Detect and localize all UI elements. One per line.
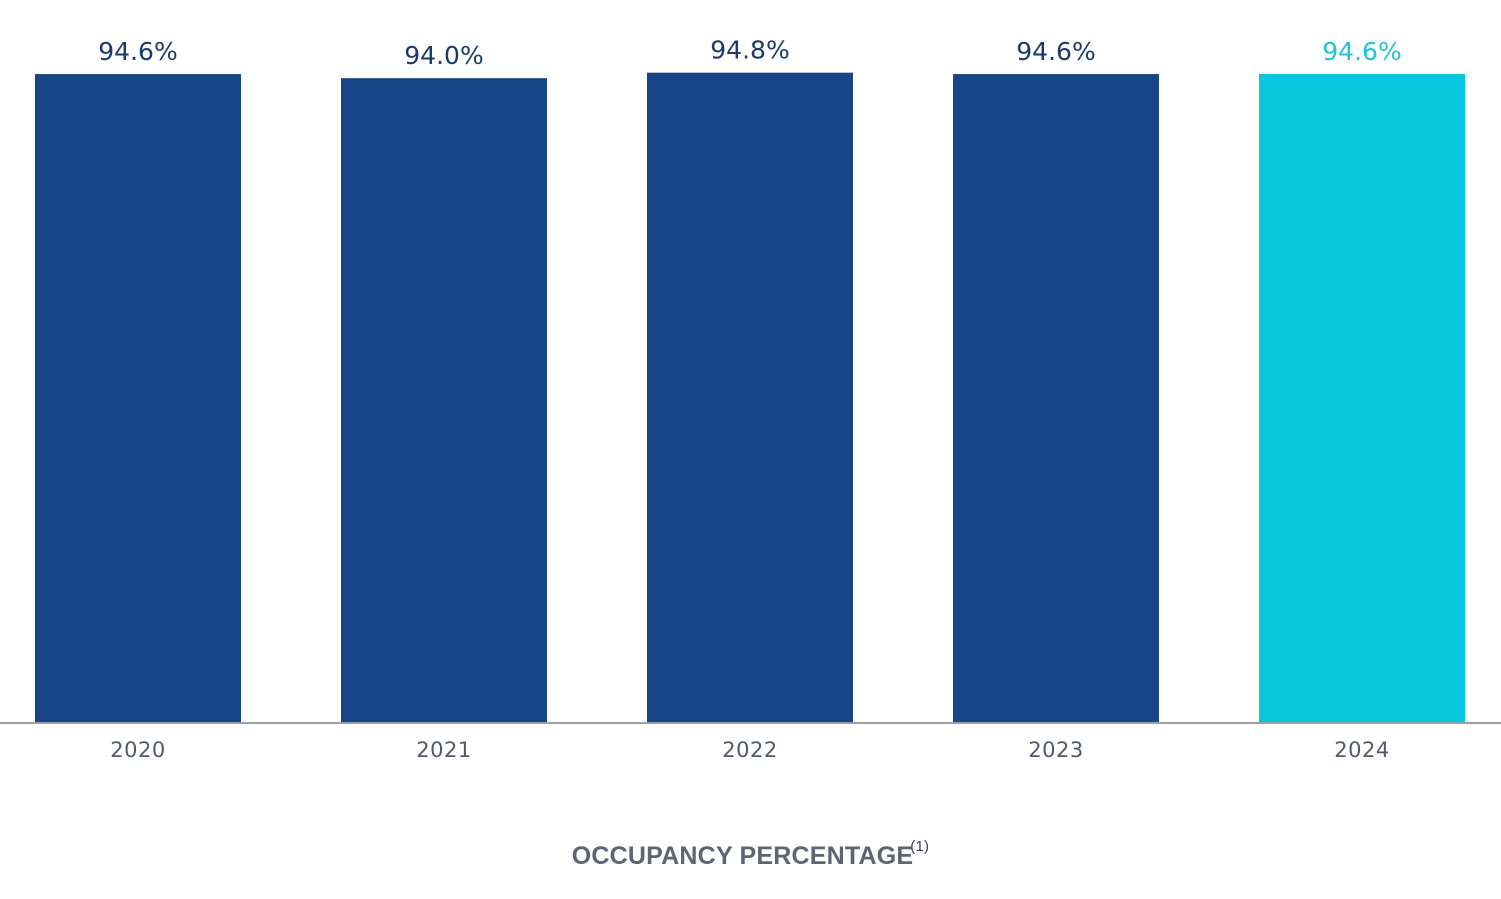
bars-group — [35, 72, 1465, 723]
x-tick-label-2021: 2021 — [416, 738, 471, 762]
x-tick-label-2020: 2020 — [110, 738, 165, 762]
value-label-2022: 94.8% — [710, 36, 789, 65]
value-labels-group: 94.6% 94.0% 94.8% 94.6% 94.6% — [98, 36, 1401, 70]
bar-2021 — [341, 78, 547, 723]
x-tick-label-2023: 2023 — [1028, 738, 1083, 762]
x-tick-labels-group: 2020 2021 2022 2023 2024 — [110, 738, 1389, 762]
bar-2024 — [1259, 74, 1465, 723]
bar-2023 — [953, 74, 1159, 723]
x-tick-label-2024: 2024 — [1334, 738, 1389, 762]
x-tick-label-2022: 2022 — [722, 738, 777, 762]
bar-2020 — [35, 74, 241, 723]
value-label-2021: 94.0% — [404, 41, 483, 70]
chart-title-footnote: (1) — [910, 838, 930, 855]
chart-caption: OCCUPANCY PERCENTAGE(1) — [0, 838, 1501, 871]
bar-2022 — [647, 72, 853, 723]
chart-title: OCCUPANCY PERCENTAGE — [571, 842, 914, 870]
value-label-2023: 94.6% — [1016, 37, 1095, 66]
value-label-2024: 94.6% — [1322, 37, 1401, 66]
bar-chart: 94.6% 94.0% 94.8% 94.6% 94.6% 2020 2021 2022 20… — [0, 36, 1501, 762]
value-label-2020: 94.6% — [98, 37, 177, 66]
